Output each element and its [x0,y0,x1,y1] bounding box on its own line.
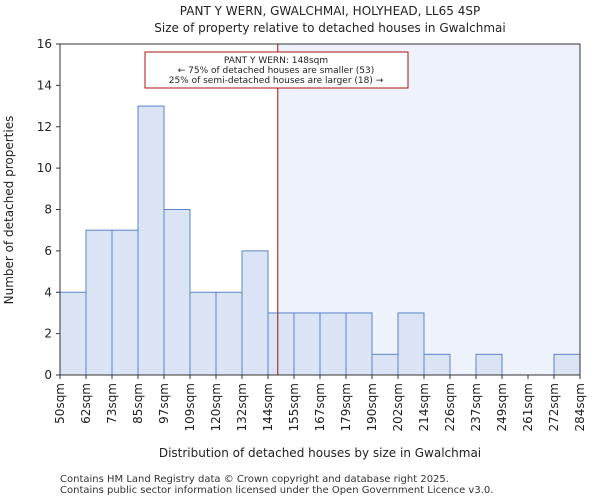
bar-202sqm [397,312,425,376]
annotation-line-3: 25% of semi-detached houses are larger (… [169,76,384,86]
x-tick-label: 261sqm [521,383,535,431]
bar-109sqm [189,291,217,376]
x-axis-label: Distribution of detached houses by size … [159,446,481,460]
x-tick-label: 179sqm [339,383,353,431]
x-tick-label: 73sqm [105,383,119,424]
bar-237sqm [475,353,503,376]
y-tick-label: 4 [44,285,52,299]
x-tick-label: 97sqm [157,383,171,424]
x-tick-label: 249sqm [495,383,509,431]
y-tick-label: 8 [44,203,52,217]
bar-190sqm [371,353,399,376]
x-tick-label: 62sqm [79,383,93,424]
x-tick-label: 284sqm [573,383,587,431]
bar-155sqm [293,312,321,376]
annotation-box: PANT Y WERN: 148sqm ← 75% of detached ho… [144,51,409,89]
x-tick-label: 155sqm [287,383,301,431]
bar-62sqm [85,229,113,376]
bar-144sqm [267,312,295,376]
x-tick-label: 144sqm [261,383,275,431]
y-tick-label: 12 [37,120,52,134]
x-tick-label: 214sqm [417,383,431,431]
bar-85sqm [137,105,165,376]
x-tick-label: 272sqm [547,383,561,431]
x-tick-label: 202sqm [391,383,405,431]
x-tick-label: 190sqm [365,383,379,431]
x-tick-label: 167sqm [313,383,327,431]
x-tick-label: 132sqm [235,383,249,431]
x-tick-label: 85sqm [131,383,145,424]
x-tick-label: 226sqm [443,383,457,431]
bar-132sqm [241,250,269,376]
bar-179sqm [345,312,373,376]
footer-copyright: Contains HM Land Registry data © Crown c… [60,474,449,485]
annotation-line-2: ← 75% of detached houses are smaller (53… [178,66,375,76]
footer-licence: Contains public sector information licen… [60,485,494,496]
chart-title: PANT Y WERN, GWALCHMAI, HOLYHEAD, LL65 4… [180,4,480,18]
annotation-line-1: PANT Y WERN: 148sqm [224,56,328,66]
y-tick-label: 6 [44,244,52,258]
y-tick-label: 16 [37,37,52,51]
bar-214sqm [423,353,451,376]
chart-subtitle: Size of property relative to detached ho… [154,21,505,35]
x-tick-label: 50sqm [53,383,67,424]
x-tick-label: 237sqm [469,383,483,431]
bar-272sqm [553,353,581,376]
bar-50sqm [59,291,87,376]
annotation-frame [144,51,409,89]
x-tick-label: 109sqm [183,383,197,431]
y-tick-label: 2 [44,327,52,341]
bar-120sqm [215,291,243,376]
y-tick-label: 14 [37,78,52,92]
bar-97sqm [163,209,191,376]
y-tick-label: 10 [37,161,52,175]
bar-167sqm [319,312,347,376]
x-tick-label: 120sqm [209,383,223,431]
bar-73sqm [111,229,139,376]
y-axis-label: Number of detached properties [2,116,16,305]
y-tick-label: 0 [44,368,52,382]
